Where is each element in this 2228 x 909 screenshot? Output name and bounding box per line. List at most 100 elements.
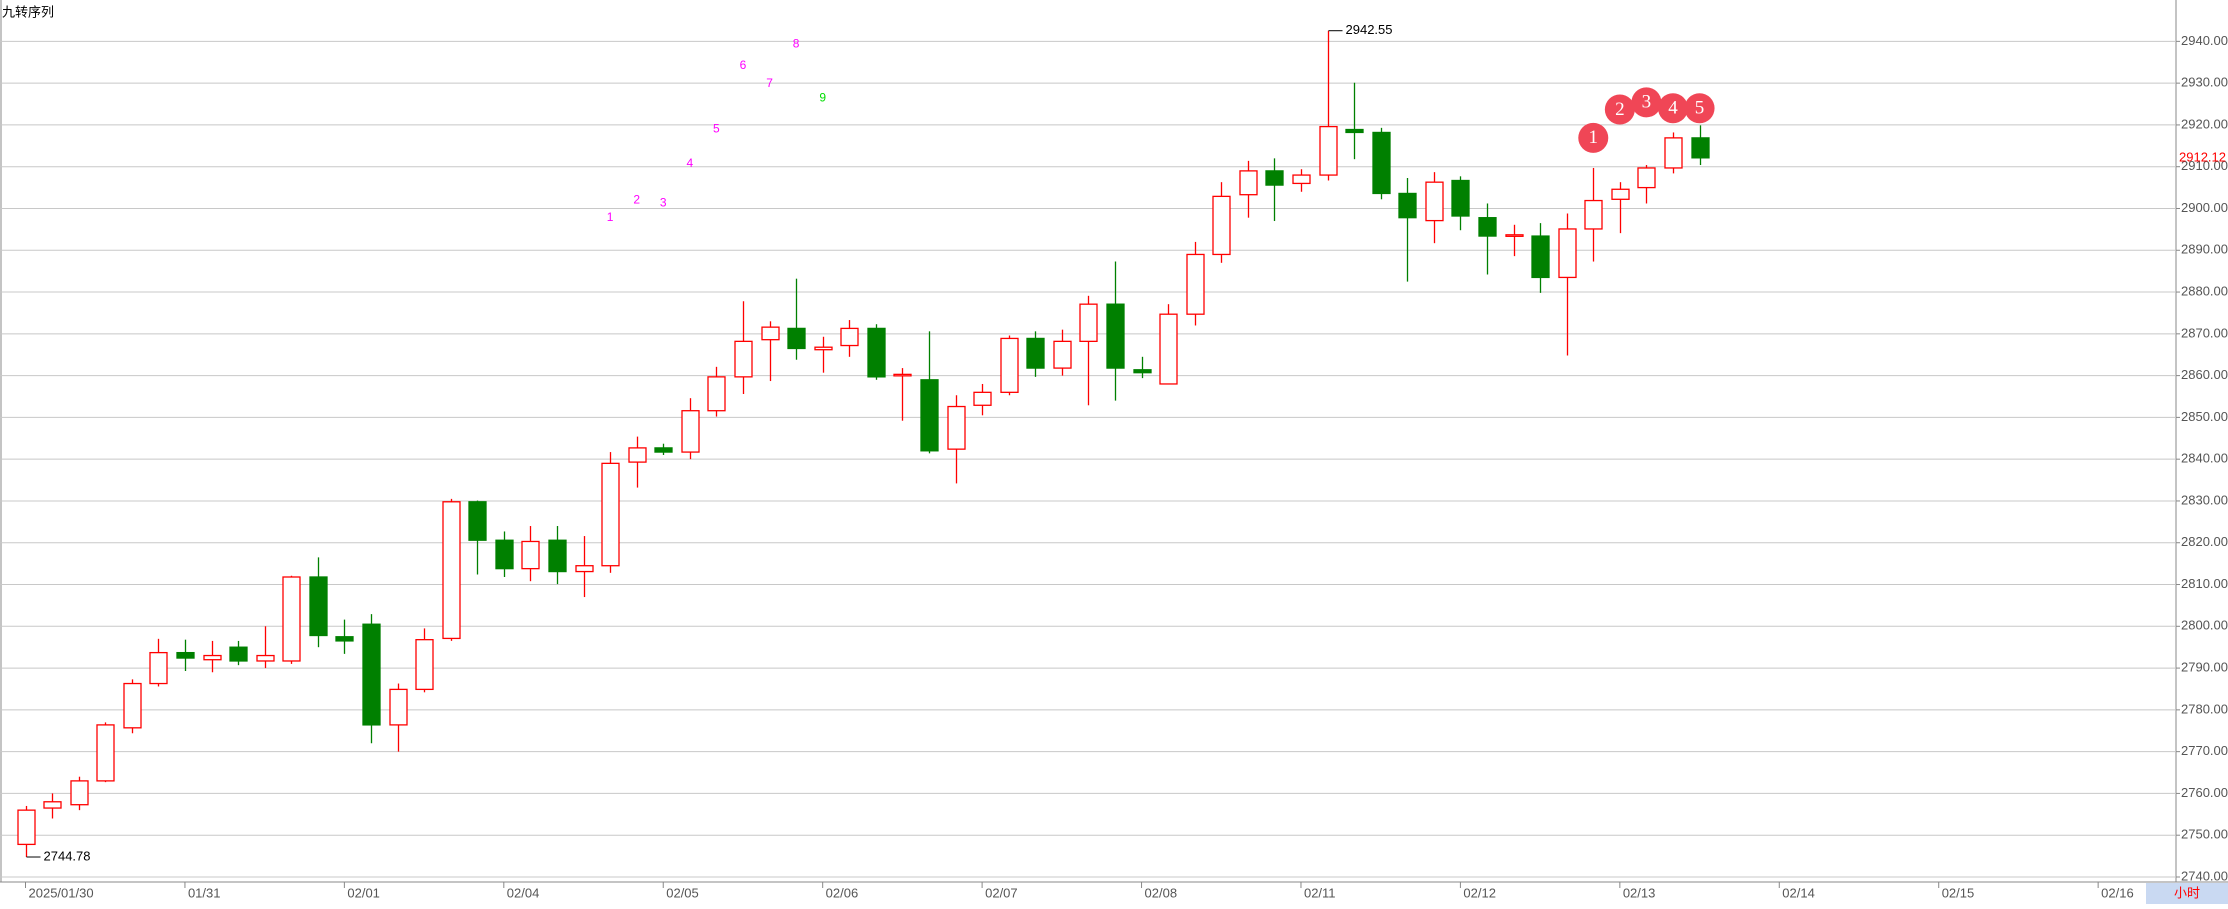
candle-body — [814, 346, 833, 351]
candle-body — [415, 639, 434, 691]
candle-body — [1212, 195, 1231, 256]
x-tick-label: 02/15 — [1942, 885, 1975, 900]
y-tick-label: 2790.00 — [2181, 660, 2228, 675]
candle-body — [1000, 337, 1019, 393]
candle-body — [468, 501, 487, 541]
setup-count: 4 — [686, 156, 693, 170]
candle-body — [548, 539, 567, 573]
candle-body — [123, 682, 142, 729]
candle-body — [947, 405, 966, 450]
y-tick-label: 2860.00 — [2181, 367, 2228, 382]
candle-body — [149, 651, 168, 685]
y-tick-label: 2760.00 — [2181, 785, 2228, 800]
candle-body — [1531, 235, 1550, 279]
candle-body — [1159, 313, 1178, 385]
candle-body — [1106, 303, 1125, 369]
y-tick-label: 2810.00 — [2181, 576, 2228, 591]
timeframe[interactable]: 小时 — [2174, 885, 2200, 900]
x-tick-label: 02/07 — [985, 885, 1018, 900]
candle-body — [1637, 167, 1656, 189]
timeframe-box[interactable] — [2146, 883, 2228, 904]
candle-body — [893, 373, 912, 377]
candle-body — [1026, 337, 1045, 369]
candle-body — [309, 576, 328, 637]
setup-count: 1 — [607, 210, 614, 224]
candle-body — [43, 801, 62, 809]
setup-count: 5 — [713, 122, 720, 136]
setup-count: 2 — [633, 193, 640, 207]
y-tick-label: 2930.00 — [2181, 75, 2228, 90]
count-label: 1 — [1589, 127, 1599, 148]
candle-body — [1558, 228, 1577, 279]
x-tick-label: 02/12 — [1463, 885, 1496, 900]
candle-body — [282, 576, 301, 662]
candle-body — [335, 636, 354, 642]
candle-body — [442, 501, 461, 640]
y-tick-label: 2890.00 — [2181, 242, 2228, 257]
setup-count: 8 — [793, 36, 800, 50]
candle-body — [203, 654, 222, 661]
candle-body — [256, 654, 275, 662]
setup-count: 3 — [660, 196, 667, 210]
candle-body — [1451, 179, 1470, 217]
candle-body — [521, 540, 540, 570]
y-tick-label: 2780.00 — [2181, 701, 2228, 716]
candle-body — [1239, 170, 1258, 196]
candle-body — [1611, 188, 1630, 200]
y-tick-label: 2850.00 — [2181, 409, 2228, 424]
count-label: 3 — [1642, 92, 1652, 113]
x-tick-label: 02/16 — [2101, 885, 2134, 900]
last-price-label: 2912.12 — [2179, 149, 2226, 164]
candle-body — [176, 651, 195, 659]
candle-body — [1425, 181, 1444, 222]
candle-body — [229, 646, 248, 662]
extreme-label: 2744.78 — [44, 848, 91, 863]
x-tick-label: 02/06 — [826, 885, 859, 900]
y-tick-label: 2770.00 — [2181, 743, 2228, 758]
y-tick-label: 2840.00 — [2181, 451, 2228, 466]
candle-body — [1053, 340, 1072, 369]
y-tick-label: 2910.00 — [2181, 158, 2228, 173]
x-tick-label: 02/14 — [1782, 885, 1815, 900]
y-tick-label: 2750.00 — [2181, 827, 2228, 842]
candle-body — [1478, 217, 1497, 237]
setup-count: 7 — [766, 76, 773, 90]
candle-body — [362, 623, 381, 726]
candle-body — [17, 809, 36, 846]
candle-body — [1372, 131, 1391, 195]
count-label: 5 — [1695, 98, 1705, 119]
candle-body — [973, 391, 992, 406]
candle-body — [1505, 234, 1524, 237]
y-tick-label: 2940.00 — [2181, 33, 2228, 48]
candle-body — [1398, 192, 1417, 219]
candle-body — [495, 539, 514, 570]
extreme-label: 2942.55 — [1346, 22, 1393, 37]
candle-body — [1345, 128, 1364, 134]
candle-body — [840, 327, 859, 347]
y-tick-label: 2900.00 — [2181, 200, 2228, 215]
y-tick-label: 2920.00 — [2181, 116, 2228, 131]
candle-body — [389, 688, 408, 726]
candle-body — [1265, 170, 1284, 186]
x-tick-label: 02/08 — [1145, 885, 1178, 900]
x-tick-label: 02/05 — [666, 885, 699, 900]
candle-body — [1584, 199, 1603, 230]
count-label: 4 — [1668, 98, 1678, 119]
y-tick-label: 2800.00 — [2181, 618, 2228, 633]
candle-body — [707, 376, 726, 412]
count-label: 2 — [1615, 99, 1625, 120]
x-tick-label: 01/31 — [188, 885, 221, 900]
candle-body — [1319, 125, 1338, 176]
candle-body — [654, 447, 673, 453]
x-tick-label: 02/01 — [347, 885, 380, 900]
candle-body — [787, 327, 806, 350]
candle-body — [920, 379, 939, 452]
candle-body — [628, 447, 647, 463]
candle-body — [867, 327, 886, 378]
y-tick-label: 2740.00 — [2181, 868, 2228, 883]
count-badge — [1684, 93, 1715, 124]
count-badge — [1657, 93, 1688, 124]
count-badge — [1578, 122, 1609, 153]
